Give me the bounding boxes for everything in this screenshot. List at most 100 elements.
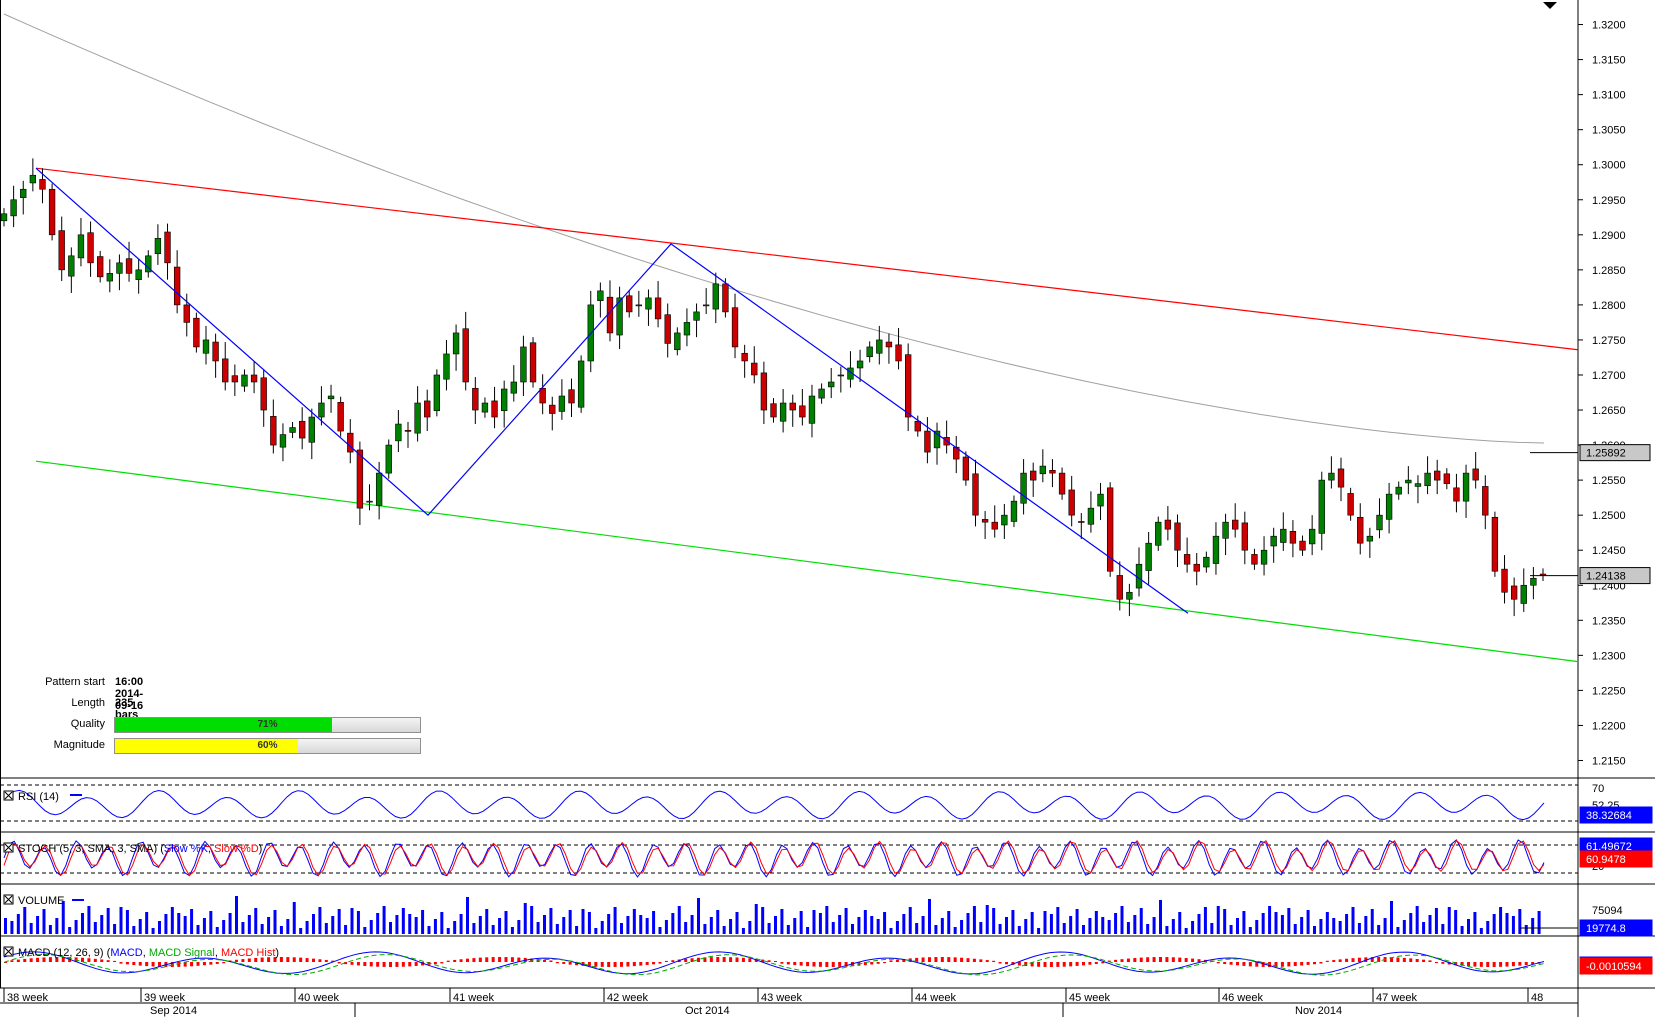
candle-body <box>1193 563 1200 572</box>
candle-body <box>520 346 527 383</box>
macd-hist-bar <box>1184 958 1188 962</box>
stoch-title-suffix: ) <box>259 843 263 855</box>
week-label: 44 week <box>915 992 956 1004</box>
volume-bar <box>1043 911 1047 934</box>
candle-body <box>20 188 27 198</box>
macd-hist-bar <box>1126 958 1130 962</box>
volume-bar <box>581 909 585 934</box>
volume-bar <box>337 909 341 934</box>
volume-bar <box>684 922 688 934</box>
macd-hist-bar <box>838 962 842 967</box>
macd-hist-bar <box>594 962 598 967</box>
macd-hist-bar <box>1422 959 1426 962</box>
price-tick-label: 1.2200 <box>1592 720 1626 732</box>
volume-bar <box>1460 926 1464 934</box>
candle-body <box>539 387 546 404</box>
candle-body <box>962 456 970 481</box>
candle-body <box>10 199 17 217</box>
week-label: 42 week <box>607 992 648 1004</box>
week-label: 47 week <box>1376 992 1417 1004</box>
macd-hist-bar <box>376 962 380 967</box>
candle-body <box>741 352 748 362</box>
candle-body <box>1049 470 1056 474</box>
candle-body <box>414 402 421 434</box>
candle-body <box>404 430 412 432</box>
macd-hist-bar <box>870 962 874 965</box>
candle-body <box>1270 535 1277 547</box>
candle-body <box>1405 479 1412 484</box>
macd-hist-bar <box>876 962 880 964</box>
quality-bar-text: 71% <box>257 719 278 730</box>
macd-hist-bar <box>1409 958 1413 962</box>
candle-body <box>876 339 883 354</box>
pattern-start-label: Pattern start <box>45 676 105 688</box>
candle-body <box>722 283 729 313</box>
macd-hist-bar <box>202 962 206 966</box>
macd-hist-bar <box>697 957 700 962</box>
price-tick-label: 1.3150 <box>1592 55 1626 67</box>
volume-bar <box>1255 920 1259 934</box>
macd-hist-bar <box>87 958 91 962</box>
week-label: 41 week <box>453 992 494 1004</box>
volume-bar <box>292 902 296 934</box>
macd-hist-bar <box>793 962 797 966</box>
macd-hist-bar <box>664 960 668 962</box>
volume-bar <box>568 910 572 934</box>
volume-title: VOLUME <box>18 895 64 907</box>
candle-body <box>443 353 450 380</box>
volume-bar <box>722 926 726 934</box>
macd-hist-bar <box>305 958 309 962</box>
candle-body <box>212 341 219 362</box>
candle-body <box>1395 486 1402 495</box>
volume-bar <box>825 906 829 934</box>
volume-bar <box>1216 906 1220 934</box>
candle-body <box>1251 554 1258 565</box>
macd-hist-label: MACD Hist <box>221 947 275 959</box>
stoch-d-value-text: 60.9478 <box>1586 854 1626 866</box>
candle-body <box>1462 472 1470 502</box>
macd-line <box>3 951 1545 975</box>
macd-hist-bar <box>421 962 425 966</box>
macd-hist-bar <box>684 958 688 962</box>
price-tick-label: 1.2850 <box>1592 265 1626 277</box>
price-tick-label: 1.2750 <box>1592 335 1626 347</box>
dropdown-arrow-icon[interactable] <box>1543 2 1557 9</box>
volume-bar <box>55 918 59 934</box>
macd-hist-bar <box>1441 962 1445 964</box>
macd-hist-bar <box>1357 957 1361 962</box>
candle-body <box>318 402 325 418</box>
macd-hist-bar <box>81 957 84 962</box>
macd-hist-bar <box>1531 962 1535 965</box>
candle-body <box>1068 489 1075 516</box>
volume-bar <box>1486 921 1490 934</box>
volume-bar <box>119 907 123 934</box>
volume-bar <box>1037 928 1041 934</box>
volume-bar <box>1152 917 1156 934</box>
price-tick-label: 1.2300 <box>1592 650 1626 662</box>
candle-body <box>1030 470 1037 481</box>
volume-bar <box>748 921 752 934</box>
macd-hist-bar <box>1313 962 1316 965</box>
volume-bar <box>151 928 155 934</box>
macd-hist-bar <box>889 960 893 962</box>
week-label: 46 week <box>1222 992 1263 1004</box>
macd-hist-bar <box>998 962 1002 964</box>
volume-bar <box>440 912 444 934</box>
candle-body <box>347 432 354 453</box>
candle-body <box>924 430 931 453</box>
volume-bar <box>600 921 604 934</box>
macd-title-suffix: ) <box>275 947 279 959</box>
macd-hist-bar <box>4 962 7 963</box>
volume-bar <box>1133 915 1137 934</box>
candle-body <box>279 434 287 448</box>
volume-bar <box>472 923 476 934</box>
macd-hist-bar <box>337 962 341 964</box>
candle-body <box>1126 591 1133 600</box>
volume-bar <box>113 924 117 934</box>
macd-value-box <box>1579 957 1653 975</box>
volume-bar <box>478 916 482 934</box>
macd-hist-bar <box>42 957 46 962</box>
macd-hist-bar <box>1165 957 1169 962</box>
candle-body <box>577 360 585 408</box>
candle-body <box>1001 514 1008 526</box>
